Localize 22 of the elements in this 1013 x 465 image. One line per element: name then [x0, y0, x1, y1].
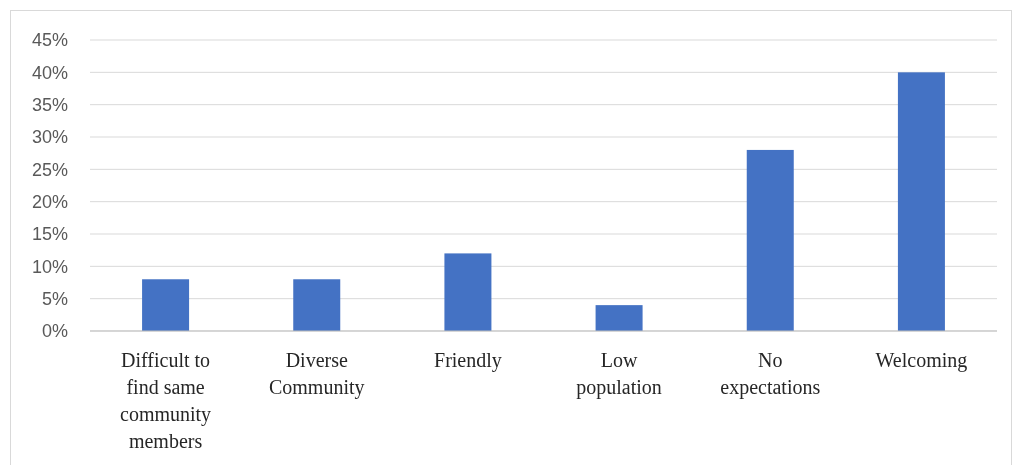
y-tick-label: 35%: [31, 94, 68, 115]
bar: [746, 149, 794, 331]
bar: [142, 279, 190, 331]
y-tick-label: 25%: [31, 159, 68, 180]
bar: [897, 72, 945, 331]
y-tick-label: 30%: [31, 127, 68, 148]
x-tick-label: Diverse Community: [268, 349, 365, 399]
y-tick-label: 40%: [31, 62, 68, 83]
x-tick-label: Low population: [576, 349, 662, 399]
bar: [595, 305, 643, 331]
y-tick-label: 45%: [31, 30, 68, 51]
x-tick-label: Friendly: [434, 349, 502, 372]
y-tick-label: 10%: [31, 256, 68, 277]
y-tick-label: 0%: [41, 321, 68, 342]
y-tick-label: 20%: [31, 191, 68, 212]
bar: [293, 279, 341, 331]
y-tick-label: 5%: [41, 288, 68, 309]
x-tick-label: Difficult to find same community members: [120, 349, 212, 452]
bar: [444, 253, 492, 331]
y-tick-label: 15%: [31, 224, 68, 245]
x-tick-label: No expectations: [720, 349, 821, 399]
x-tick-label: Welcoming: [875, 349, 968, 372]
